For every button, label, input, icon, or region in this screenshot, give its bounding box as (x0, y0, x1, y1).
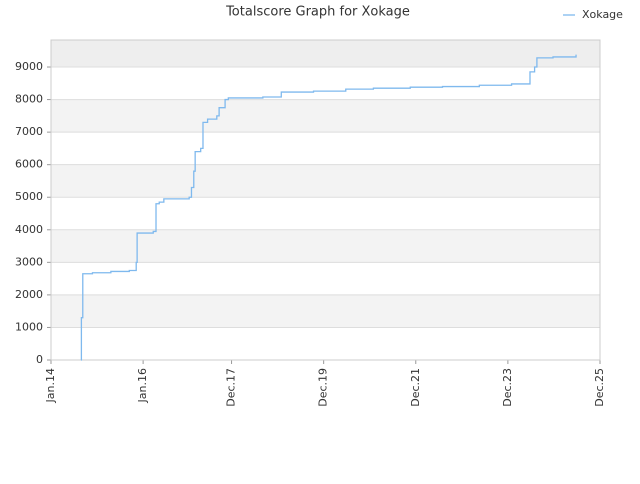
chart-title: Totalscore Graph for Xokage (225, 5, 410, 20)
y-tick-label: 5000 (15, 190, 43, 203)
x-tick-label: Jan.14 (44, 368, 57, 403)
legend-label: Xokage (582, 8, 623, 21)
y-tick-label: 6000 (15, 158, 43, 171)
x-tick-label: Dec.25 (593, 368, 606, 407)
grid-band (51, 99, 600, 133)
x-tick-label: Dec.23 (501, 368, 514, 407)
x-tick-label: Dec.17 (225, 368, 238, 407)
plot-border (50, 39, 601, 361)
x-tick-label: Jan.16 (136, 368, 149, 403)
y-tick-label: 8000 (15, 93, 43, 106)
grid-band (51, 40, 600, 68)
y-tick-label: 3000 (15, 255, 43, 268)
grid-band (51, 294, 600, 328)
y-tick-label: 1000 (15, 320, 43, 333)
y-tick-label: 7000 (15, 125, 43, 138)
x-tick-label: Dec.19 (317, 368, 330, 407)
y-tick-label: 0 (36, 353, 43, 366)
data-line (80, 54, 577, 361)
y-tick-label: 9000 (15, 60, 43, 73)
grid-band (51, 229, 600, 263)
y-tick-label: 2000 (15, 288, 43, 301)
grid-band (51, 164, 600, 198)
x-tick-label: Dec.21 (409, 368, 422, 407)
y-tick-label: 4000 (15, 223, 43, 236)
